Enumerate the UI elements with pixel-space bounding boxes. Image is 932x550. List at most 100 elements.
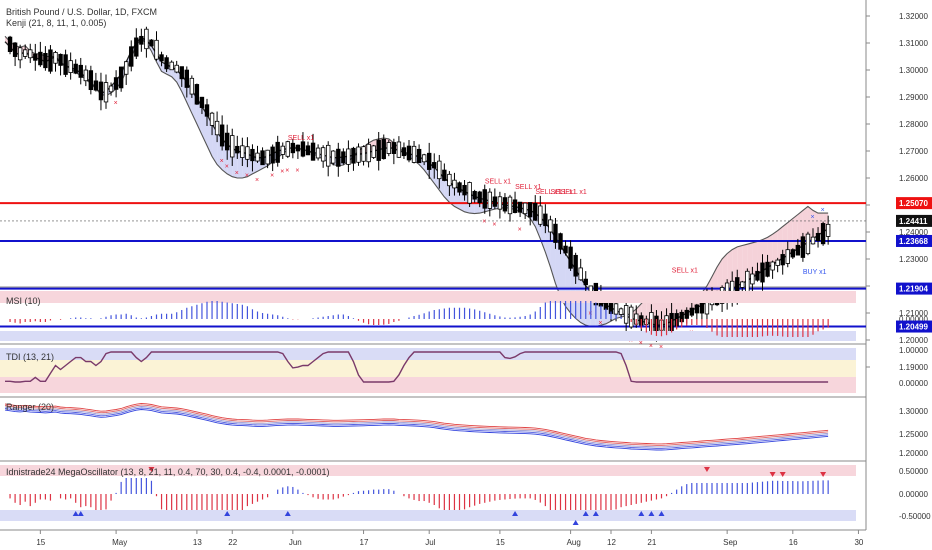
price-tick-label: 1.32000 — [899, 12, 928, 21]
candle-body — [411, 145, 417, 163]
buy-x-marker: × — [831, 0, 835, 2]
ribbon-segment — [752, 241, 758, 278]
sell-x-marker: × — [225, 163, 229, 170]
time-tick-label: Sep — [723, 538, 738, 547]
mega-sell-arrow — [769, 472, 776, 477]
candle-body — [376, 139, 381, 161]
candle-body — [214, 120, 220, 136]
candle-body — [452, 179, 457, 189]
candle-body — [684, 309, 689, 319]
ribbon-segment — [813, 210, 819, 239]
candle-body — [53, 52, 58, 64]
candle-body — [179, 66, 184, 80]
candle-body — [7, 36, 13, 52]
sell-signal-label: SELL x1 — [535, 189, 561, 196]
candle-body — [98, 81, 104, 101]
candle-body — [538, 205, 543, 225]
candle-body — [361, 146, 366, 162]
candle-body — [300, 141, 306, 157]
candle-body — [184, 69, 189, 88]
sell-x-marker: × — [639, 340, 643, 347]
price-badge — [896, 214, 932, 227]
candle-body — [472, 191, 477, 200]
ranger-line — [4, 402, 829, 445]
candle-body — [770, 261, 775, 271]
ranger-line — [4, 407, 829, 449]
price-tick-label: 1.28000 — [899, 120, 928, 129]
msi-upper-band — [0, 291, 856, 303]
ribbon-segment — [737, 245, 743, 286]
sell-x-marker: × — [114, 100, 118, 107]
sell-x-marker: × — [659, 344, 663, 351]
candle-body — [346, 148, 351, 165]
sell-x-marker: × — [270, 173, 274, 180]
price-tick-label: 1.19000 — [899, 363, 928, 372]
candle-body — [775, 259, 780, 266]
buy-x-marker: × — [851, 0, 855, 2]
candle-body — [815, 232, 821, 242]
sell-signal-label: SELL x1 — [288, 135, 314, 142]
candle-body — [497, 196, 503, 210]
indicator-tick-label: 1.20000 — [899, 449, 928, 458]
candle-body — [154, 39, 159, 60]
indicator-tick-label: 0.00000 — [899, 379, 928, 388]
candle-body — [745, 270, 750, 294]
candle-body — [194, 84, 200, 105]
candle-body — [623, 305, 629, 324]
candle-body — [421, 154, 427, 163]
mega-upper-band — [0, 465, 856, 476]
price-badge-label: 1.25070 — [899, 199, 928, 208]
candle-body — [750, 273, 755, 285]
candle-body — [618, 308, 624, 315]
candle-body — [568, 246, 573, 269]
price-badge-label: 1.23668 — [899, 237, 928, 246]
buy-x-marker: × — [846, 0, 850, 2]
candle-body — [260, 150, 265, 166]
ribbon-segment — [767, 234, 773, 268]
candle-body — [159, 54, 164, 62]
sell-x-marker: × — [518, 227, 522, 234]
time-axis: 15 May 13 22 Jun 17 Jul 15 Aug 12 21 Sep 16 30 — [36, 530, 864, 547]
time-tick-label: 17 — [360, 538, 369, 547]
price-tick-label: 1.23000 — [899, 255, 928, 264]
candle-body — [462, 184, 467, 196]
msi-panel — [0, 291, 856, 341]
candle-body — [129, 46, 134, 67]
candle-body — [442, 169, 447, 181]
candle-body — [255, 152, 260, 162]
candle-body — [558, 233, 563, 250]
mega-oscillator-panel — [0, 465, 856, 525]
candle-body — [401, 147, 407, 157]
price-tick-label: 1.27000 — [899, 147, 928, 156]
candle-body — [790, 249, 795, 258]
price-badge — [896, 197, 932, 210]
price-badge-label: 1.21904 — [899, 285, 928, 294]
candle-body — [795, 244, 801, 256]
time-tick-label: Jul — [425, 538, 435, 547]
candle-body — [88, 70, 94, 91]
price-candles — [7, 26, 831, 342]
time-tick-label: 15 — [36, 538, 45, 547]
ranger-line — [4, 409, 829, 451]
tdi-title: TDI (13, 21) — [6, 352, 54, 362]
kenji-slow-line — [4, 35, 829, 328]
candle-body — [578, 267, 583, 281]
candle-body — [22, 49, 28, 57]
buy-signal-label: BUY x1 — [803, 269, 827, 276]
candle-body — [467, 182, 472, 204]
candle-body — [487, 191, 492, 209]
candle-body — [12, 42, 18, 57]
price-tick-label: 1.31000 — [899, 39, 928, 48]
sell-x-marker: × — [649, 343, 653, 350]
mega-buy-arrow — [648, 511, 655, 516]
sell-x-marker: × — [235, 170, 239, 177]
candle-body — [522, 202, 528, 215]
sell-x-marker: × — [482, 219, 486, 226]
time-tick-label: 12 — [607, 538, 616, 547]
time-tick-label: Aug — [567, 538, 581, 547]
price-tick-label: 1.20000 — [899, 336, 928, 345]
candle-body — [341, 151, 346, 164]
ranger-line — [4, 405, 829, 448]
candle-body — [629, 306, 634, 328]
